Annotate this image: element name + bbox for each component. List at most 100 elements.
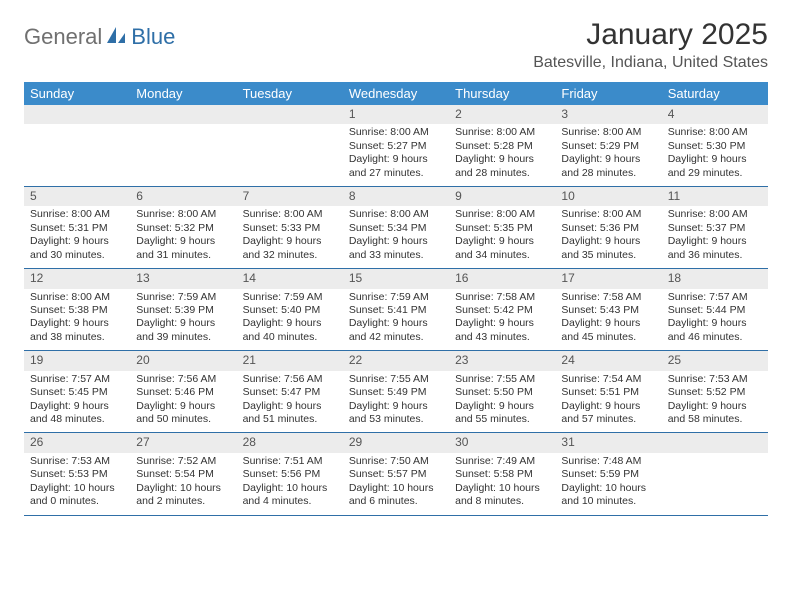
day-details: Sunrise: 7:57 AMSunset: 5:45 PMDaylight:… — [24, 371, 130, 433]
location-subtitle: Batesville, Indiana, United States — [533, 54, 768, 72]
day-number: 29 — [343, 433, 449, 452]
day-number-cell: 14 — [237, 269, 343, 289]
day-cell: Sunrise: 8:00 AMSunset: 5:27 PMDaylight:… — [343, 124, 449, 186]
day-details: Sunrise: 7:55 AMSunset: 5:50 PMDaylight:… — [449, 371, 555, 433]
weekday-header: Monday — [130, 82, 236, 105]
day-cell: Sunrise: 7:53 AMSunset: 5:52 PMDaylight:… — [662, 371, 768, 433]
day-details: Sunrise: 7:52 AMSunset: 5:54 PMDaylight:… — [130, 453, 236, 515]
day-number: 21 — [237, 351, 343, 370]
day-cell: Sunrise: 8:00 AMSunset: 5:37 PMDaylight:… — [662, 206, 768, 268]
day-number-cell: 26 — [24, 433, 130, 453]
day-number: 7 — [237, 187, 343, 206]
day-details: Sunrise: 7:53 AMSunset: 5:52 PMDaylight:… — [662, 371, 768, 433]
day-cell: Sunrise: 7:50 AMSunset: 5:57 PMDaylight:… — [343, 453, 449, 515]
day-number-cell — [237, 105, 343, 124]
header: General Blue January 2025 Batesville, In… — [24, 18, 768, 72]
day-number-row: 567891011 — [24, 187, 768, 207]
day-cell: Sunrise: 7:59 AMSunset: 5:41 PMDaylight:… — [343, 289, 449, 351]
day-number-cell: 4 — [662, 105, 768, 124]
day-cell: Sunrise: 8:00 AMSunset: 5:31 PMDaylight:… — [24, 206, 130, 268]
day-number-cell: 15 — [343, 269, 449, 289]
day-number: 30 — [449, 433, 555, 452]
day-cell: Sunrise: 7:57 AMSunset: 5:45 PMDaylight:… — [24, 371, 130, 433]
day-cell: Sunrise: 8:00 AMSunset: 5:32 PMDaylight:… — [130, 206, 236, 268]
day-details: Sunrise: 7:56 AMSunset: 5:46 PMDaylight:… — [130, 371, 236, 433]
weekday-header: Tuesday — [237, 82, 343, 105]
day-content-row: Sunrise: 7:57 AMSunset: 5:45 PMDaylight:… — [24, 371, 768, 433]
day-number: 17 — [555, 269, 661, 288]
day-cell: Sunrise: 7:57 AMSunset: 5:44 PMDaylight:… — [662, 289, 768, 351]
day-number-cell: 18 — [662, 269, 768, 289]
day-cell: Sunrise: 8:00 AMSunset: 5:30 PMDaylight:… — [662, 124, 768, 186]
day-number — [662, 433, 768, 437]
day-cell: Sunrise: 7:56 AMSunset: 5:46 PMDaylight:… — [130, 371, 236, 433]
day-details: Sunrise: 7:49 AMSunset: 5:58 PMDaylight:… — [449, 453, 555, 515]
page-title: January 2025 — [533, 18, 768, 52]
day-number-row: 262728293031 — [24, 433, 768, 453]
day-number-cell: 5 — [24, 187, 130, 207]
day-number: 14 — [237, 269, 343, 288]
day-number-cell: 12 — [24, 269, 130, 289]
brand-blue: Blue — [131, 24, 175, 50]
day-number-cell: 30 — [449, 433, 555, 453]
weekday-header: Sunday — [24, 82, 130, 105]
day-number-cell: 29 — [343, 433, 449, 453]
day-number: 26 — [24, 433, 130, 452]
day-cell: Sunrise: 7:54 AMSunset: 5:51 PMDaylight:… — [555, 371, 661, 433]
brand-logo: General Blue — [24, 18, 175, 50]
day-details — [130, 124, 236, 180]
day-number — [237, 105, 343, 109]
day-number-cell: 25 — [662, 351, 768, 371]
day-number-cell — [662, 433, 768, 453]
day-number-cell: 16 — [449, 269, 555, 289]
day-number-cell: 28 — [237, 433, 343, 453]
day-number-cell: 9 — [449, 187, 555, 207]
day-number-row: 12131415161718 — [24, 269, 768, 289]
day-number: 13 — [130, 269, 236, 288]
day-details: Sunrise: 7:50 AMSunset: 5:57 PMDaylight:… — [343, 453, 449, 515]
day-details: Sunrise: 8:00 AMSunset: 5:29 PMDaylight:… — [555, 124, 661, 186]
title-block: January 2025 Batesville, Indiana, United… — [533, 18, 768, 72]
day-details: Sunrise: 8:00 AMSunset: 5:36 PMDaylight:… — [555, 206, 661, 268]
day-cell: Sunrise: 7:59 AMSunset: 5:40 PMDaylight:… — [237, 289, 343, 351]
day-details — [24, 124, 130, 180]
day-number-cell: 11 — [662, 187, 768, 207]
day-number: 6 — [130, 187, 236, 206]
day-content-row: Sunrise: 7:53 AMSunset: 5:53 PMDaylight:… — [24, 453, 768, 515]
day-cell: Sunrise: 7:49 AMSunset: 5:58 PMDaylight:… — [449, 453, 555, 515]
day-details: Sunrise: 7:53 AMSunset: 5:53 PMDaylight:… — [24, 453, 130, 515]
day-number: 2 — [449, 105, 555, 124]
day-number: 31 — [555, 433, 661, 452]
day-details: Sunrise: 8:00 AMSunset: 5:30 PMDaylight:… — [662, 124, 768, 186]
day-details: Sunrise: 7:57 AMSunset: 5:44 PMDaylight:… — [662, 289, 768, 351]
day-cell — [130, 124, 236, 186]
day-number: 5 — [24, 187, 130, 206]
day-cell: Sunrise: 8:00 AMSunset: 5:29 PMDaylight:… — [555, 124, 661, 186]
day-cell: Sunrise: 7:52 AMSunset: 5:54 PMDaylight:… — [130, 453, 236, 515]
brand-general: General — [24, 24, 102, 50]
day-cell — [24, 124, 130, 186]
day-number-cell: 1 — [343, 105, 449, 124]
day-details: Sunrise: 8:00 AMSunset: 5:37 PMDaylight:… — [662, 206, 768, 268]
day-cell: Sunrise: 7:48 AMSunset: 5:59 PMDaylight:… — [555, 453, 661, 515]
day-number: 23 — [449, 351, 555, 370]
day-number-cell — [130, 105, 236, 124]
day-details: Sunrise: 7:59 AMSunset: 5:41 PMDaylight:… — [343, 289, 449, 351]
day-number: 11 — [662, 187, 768, 206]
weekday-header: Thursday — [449, 82, 555, 105]
day-number-cell: 3 — [555, 105, 661, 124]
day-details: Sunrise: 8:00 AMSunset: 5:28 PMDaylight:… — [449, 124, 555, 186]
day-details: Sunrise: 7:55 AMSunset: 5:49 PMDaylight:… — [343, 371, 449, 433]
day-number: 4 — [662, 105, 768, 124]
day-cell: Sunrise: 8:00 AMSunset: 5:33 PMDaylight:… — [237, 206, 343, 268]
day-cell: Sunrise: 7:56 AMSunset: 5:47 PMDaylight:… — [237, 371, 343, 433]
day-cell: Sunrise: 7:53 AMSunset: 5:53 PMDaylight:… — [24, 453, 130, 515]
day-number-cell — [24, 105, 130, 124]
day-number-cell: 19 — [24, 351, 130, 371]
day-number-cell: 22 — [343, 351, 449, 371]
day-number: 19 — [24, 351, 130, 370]
day-details: Sunrise: 8:00 AMSunset: 5:32 PMDaylight:… — [130, 206, 236, 268]
day-details: Sunrise: 8:00 AMSunset: 5:35 PMDaylight:… — [449, 206, 555, 268]
day-number-cell: 21 — [237, 351, 343, 371]
day-number-cell: 13 — [130, 269, 236, 289]
